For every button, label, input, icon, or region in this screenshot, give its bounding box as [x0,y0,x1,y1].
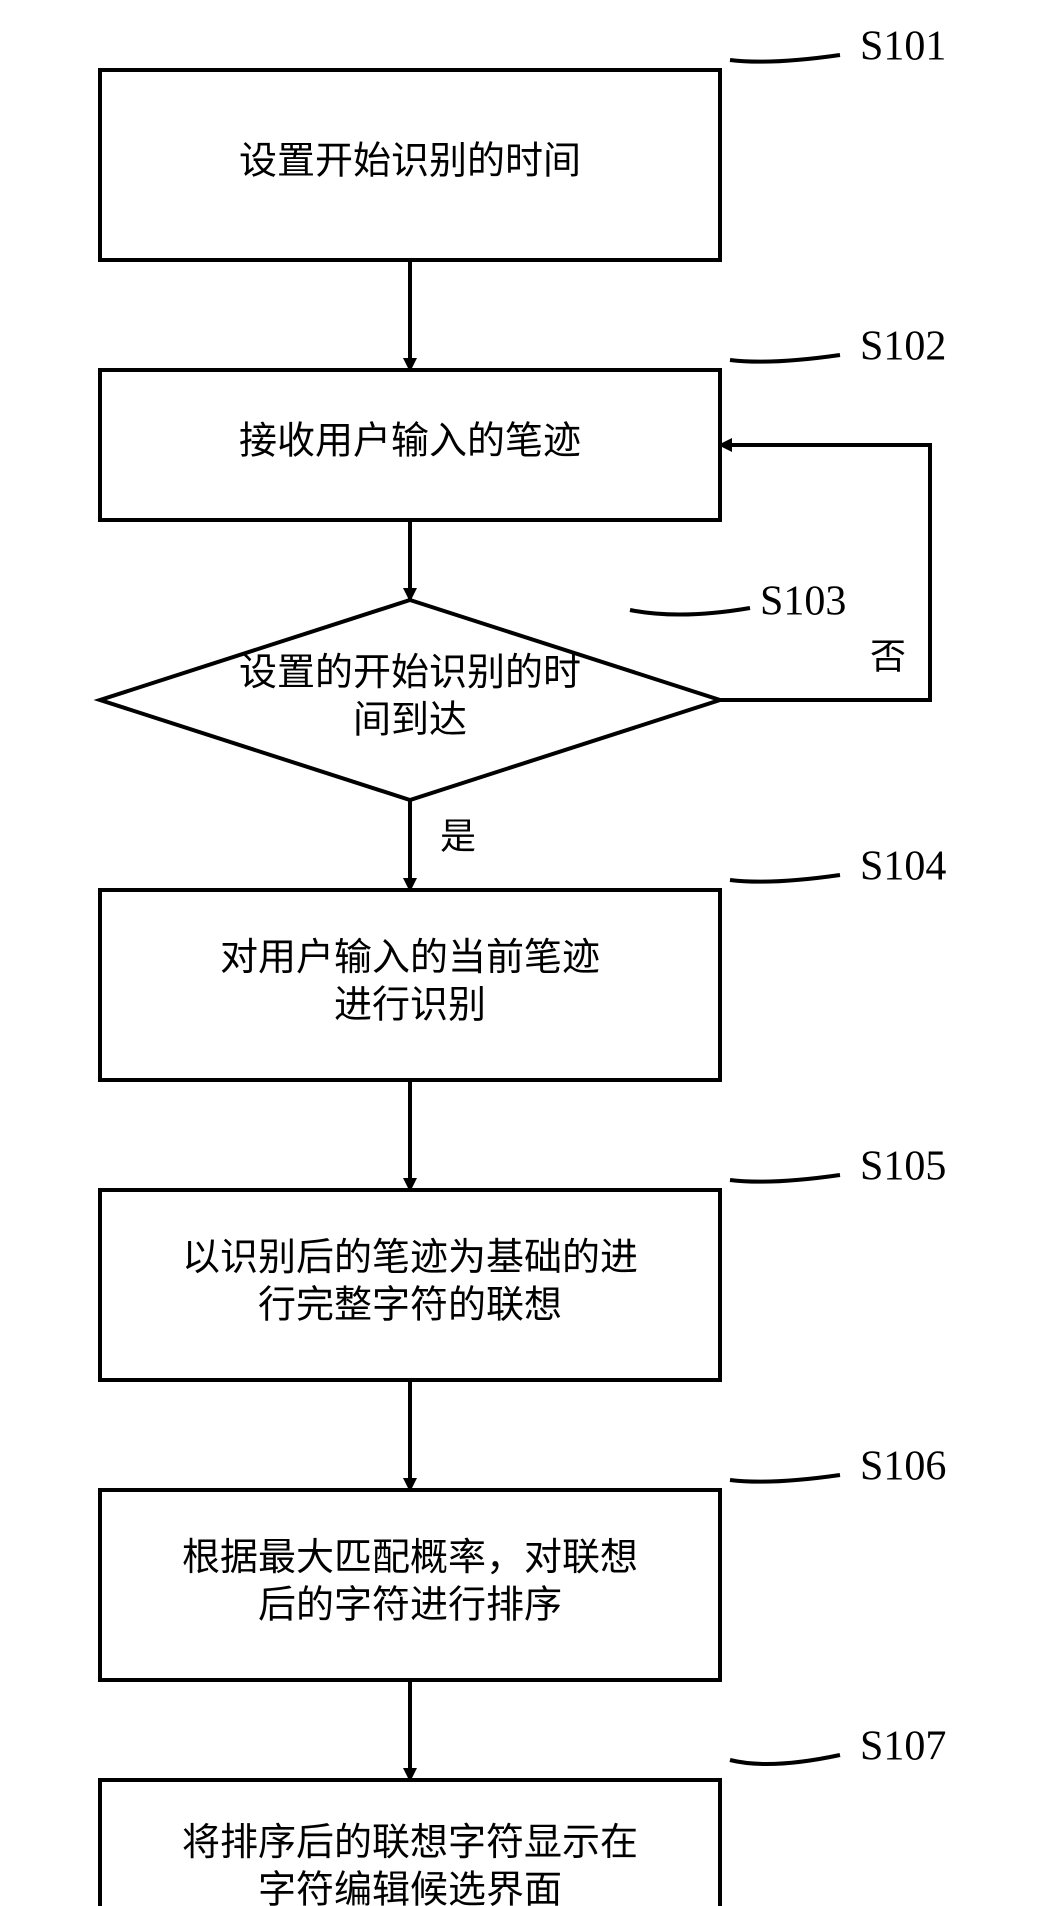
node-text-s107-line1: 字符编辑候选界面 [258,1869,562,1906]
node-text-s104-line1: 进行识别 [334,984,486,1026]
step-label-s101: S101 [860,24,946,70]
step-label-s107: S107 [860,1724,946,1770]
node-text-s105-line0: 以识别后的笔迹为基础的进 [182,1237,638,1279]
step-label-s102: S102 [860,324,946,370]
node-text-s101-line0: 设置开始识别的时间 [239,141,581,183]
edge-label-e4: 否 [870,636,906,676]
edge-label-e3: 是 [440,816,476,856]
node-text-s105-line1: 行完整字符的联想 [258,1284,562,1326]
node-text-s103-line0: 设置的开始识别的时 [239,652,581,694]
node-text-s102-line0: 接收用户输入的笔迹 [239,421,581,463]
step-label-s104: S104 [860,844,946,890]
node-text-s106-line0: 根据最大匹配概率，对联想 [182,1537,638,1579]
node-text-s107-line0: 将排序后的联想字符显示在 [182,1822,638,1864]
step-label-s106: S106 [860,1444,946,1490]
node-text-s104-line0: 对用户输入的当前笔迹 [220,937,600,979]
step-label-s105: S105 [860,1144,946,1190]
flowchart-canvas: 是 否 设置开始识别的时间 S101 接收用户输入的笔迹 S102 设置的开始识别的时间到达… [0,0,1037,1906]
node-text-s103-line1: 间到达 [353,699,467,741]
step-label-s103: S103 [760,579,846,625]
node-text-s106-line1: 后的字符进行排序 [258,1584,562,1626]
